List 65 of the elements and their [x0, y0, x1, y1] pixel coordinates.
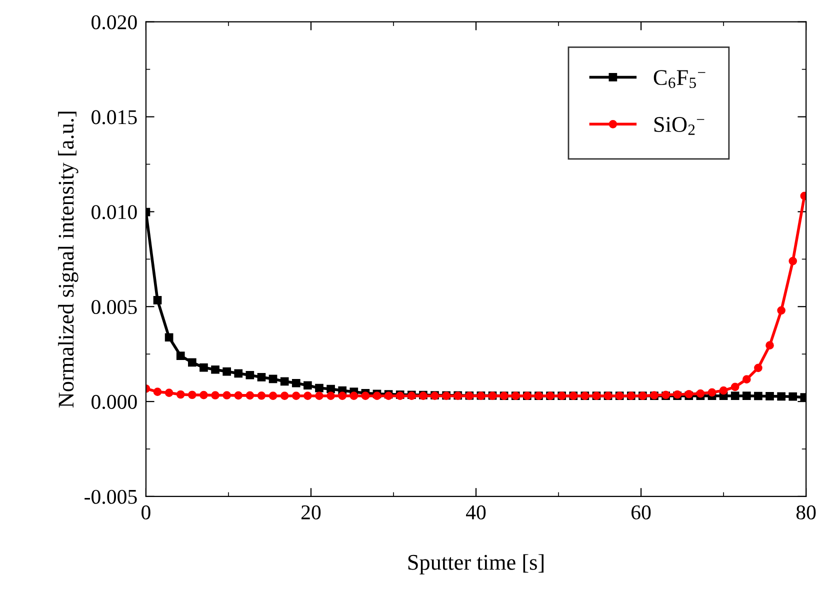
point: [280, 377, 289, 386]
y-tick-label: 0.010: [92, 205, 137, 220]
point: [234, 369, 243, 378]
point: [730, 382, 740, 392]
point: [234, 391, 243, 400]
point: [742, 375, 751, 384]
y-axis-title: Normalized signal intensity [a.u.]: [58, 112, 78, 408]
y-tick-label: 0.000: [92, 394, 137, 410]
point: [350, 392, 358, 400]
point: [777, 306, 786, 315]
point: [766, 392, 774, 400]
y-tick-label: 0.015: [92, 110, 137, 124]
point: [246, 391, 254, 400]
x-tick-label: 80: [796, 505, 816, 520]
point: [766, 341, 774, 350]
point: [338, 392, 347, 400]
x-tick-label: 60: [632, 505, 651, 520]
point: [304, 381, 312, 390]
point: [754, 364, 762, 372]
point: [246, 370, 254, 380]
point: [268, 392, 278, 400]
point: [164, 333, 174, 342]
x-axis-title: Sputter time [s]: [408, 554, 544, 574]
x-tick-label: 0: [142, 505, 150, 520]
point: [292, 392, 300, 400]
point: [211, 365, 220, 374]
point: [176, 390, 185, 399]
point: [754, 392, 762, 400]
point: [361, 392, 370, 400]
point: [200, 363, 208, 372]
point: [280, 392, 289, 400]
point: [257, 391, 266, 400]
point: [176, 352, 185, 360]
point: [304, 392, 312, 400]
point: [719, 386, 728, 395]
point: [188, 358, 196, 367]
point: [326, 384, 335, 394]
point: [292, 378, 300, 388]
y-tick-label: 0.020: [92, 15, 137, 30]
x-tick-label: 20: [301, 505, 321, 520]
point: [153, 388, 162, 396]
point: [777, 392, 786, 401]
point: [164, 388, 174, 397]
point: [315, 392, 324, 400]
point: [153, 296, 162, 304]
point: [188, 390, 196, 400]
point: [326, 392, 335, 400]
x-tick-label: 40: [466, 505, 486, 520]
point: [257, 373, 266, 382]
point: [696, 389, 705, 398]
point: [200, 390, 208, 400]
y-tick-label: 0.005: [92, 300, 137, 314]
point: [742, 392, 751, 400]
point: [708, 388, 716, 397]
point: [730, 392, 740, 400]
point: [788, 392, 798, 401]
point: [788, 256, 798, 266]
legend-label: SiO$_{2}$$^{−}$: [654, 117, 704, 135]
point: [222, 367, 231, 376]
y-tick-label: -0.005: [84, 490, 137, 504]
point: [268, 374, 278, 384]
point: [222, 391, 231, 400]
point: [211, 391, 220, 400]
legend-label: C$_{6}$F$_{5}$$^{−}$: [654, 70, 706, 88]
point: [315, 384, 324, 392]
